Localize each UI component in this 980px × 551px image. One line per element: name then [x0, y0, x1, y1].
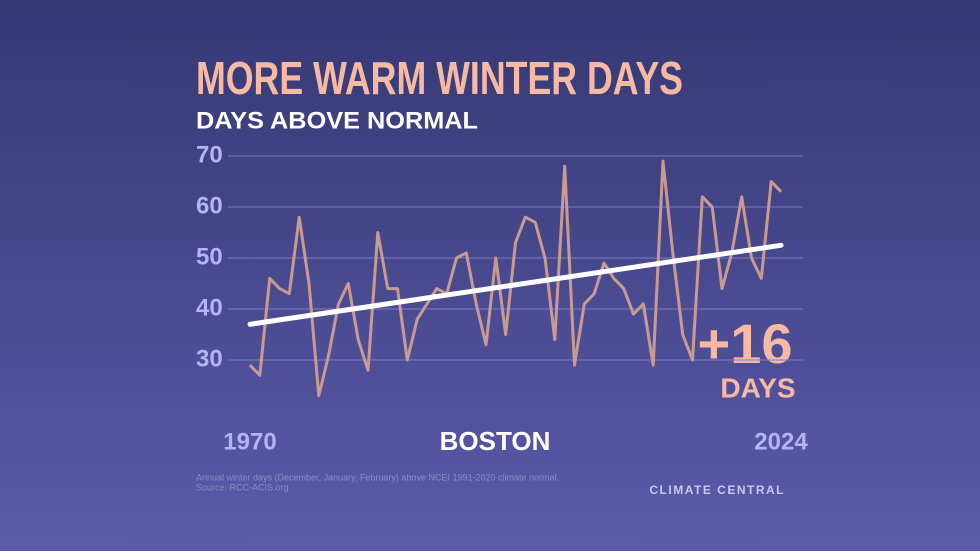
y-tick-label: 50 [196, 243, 223, 270]
change-unit: DAYS [720, 372, 795, 403]
chart-title: MORE WARM WINTER DAYS [196, 52, 683, 104]
source: Source: RCC-ACIS.org [196, 482, 289, 492]
x-tick-label: 2024 [754, 428, 808, 455]
y-tick-label: 30 [196, 345, 223, 372]
y-tick-label: 60 [196, 192, 223, 219]
footnote: Annual winter days (December, January, F… [196, 472, 559, 482]
trend-line [247, 242, 784, 327]
chart-subtitle: DAYS ABOVE NORMAL [196, 107, 478, 134]
data-line [248, 159, 783, 398]
y-tick-label: 40 [196, 294, 223, 321]
brand-logo: CLIMATE CENTRAL [649, 483, 785, 497]
change-annotation: +16 [698, 312, 793, 375]
y-tick-label: 70 [196, 141, 223, 168]
location-label: BOSTON [440, 426, 551, 456]
x-tick-label: 1970 [223, 428, 276, 455]
